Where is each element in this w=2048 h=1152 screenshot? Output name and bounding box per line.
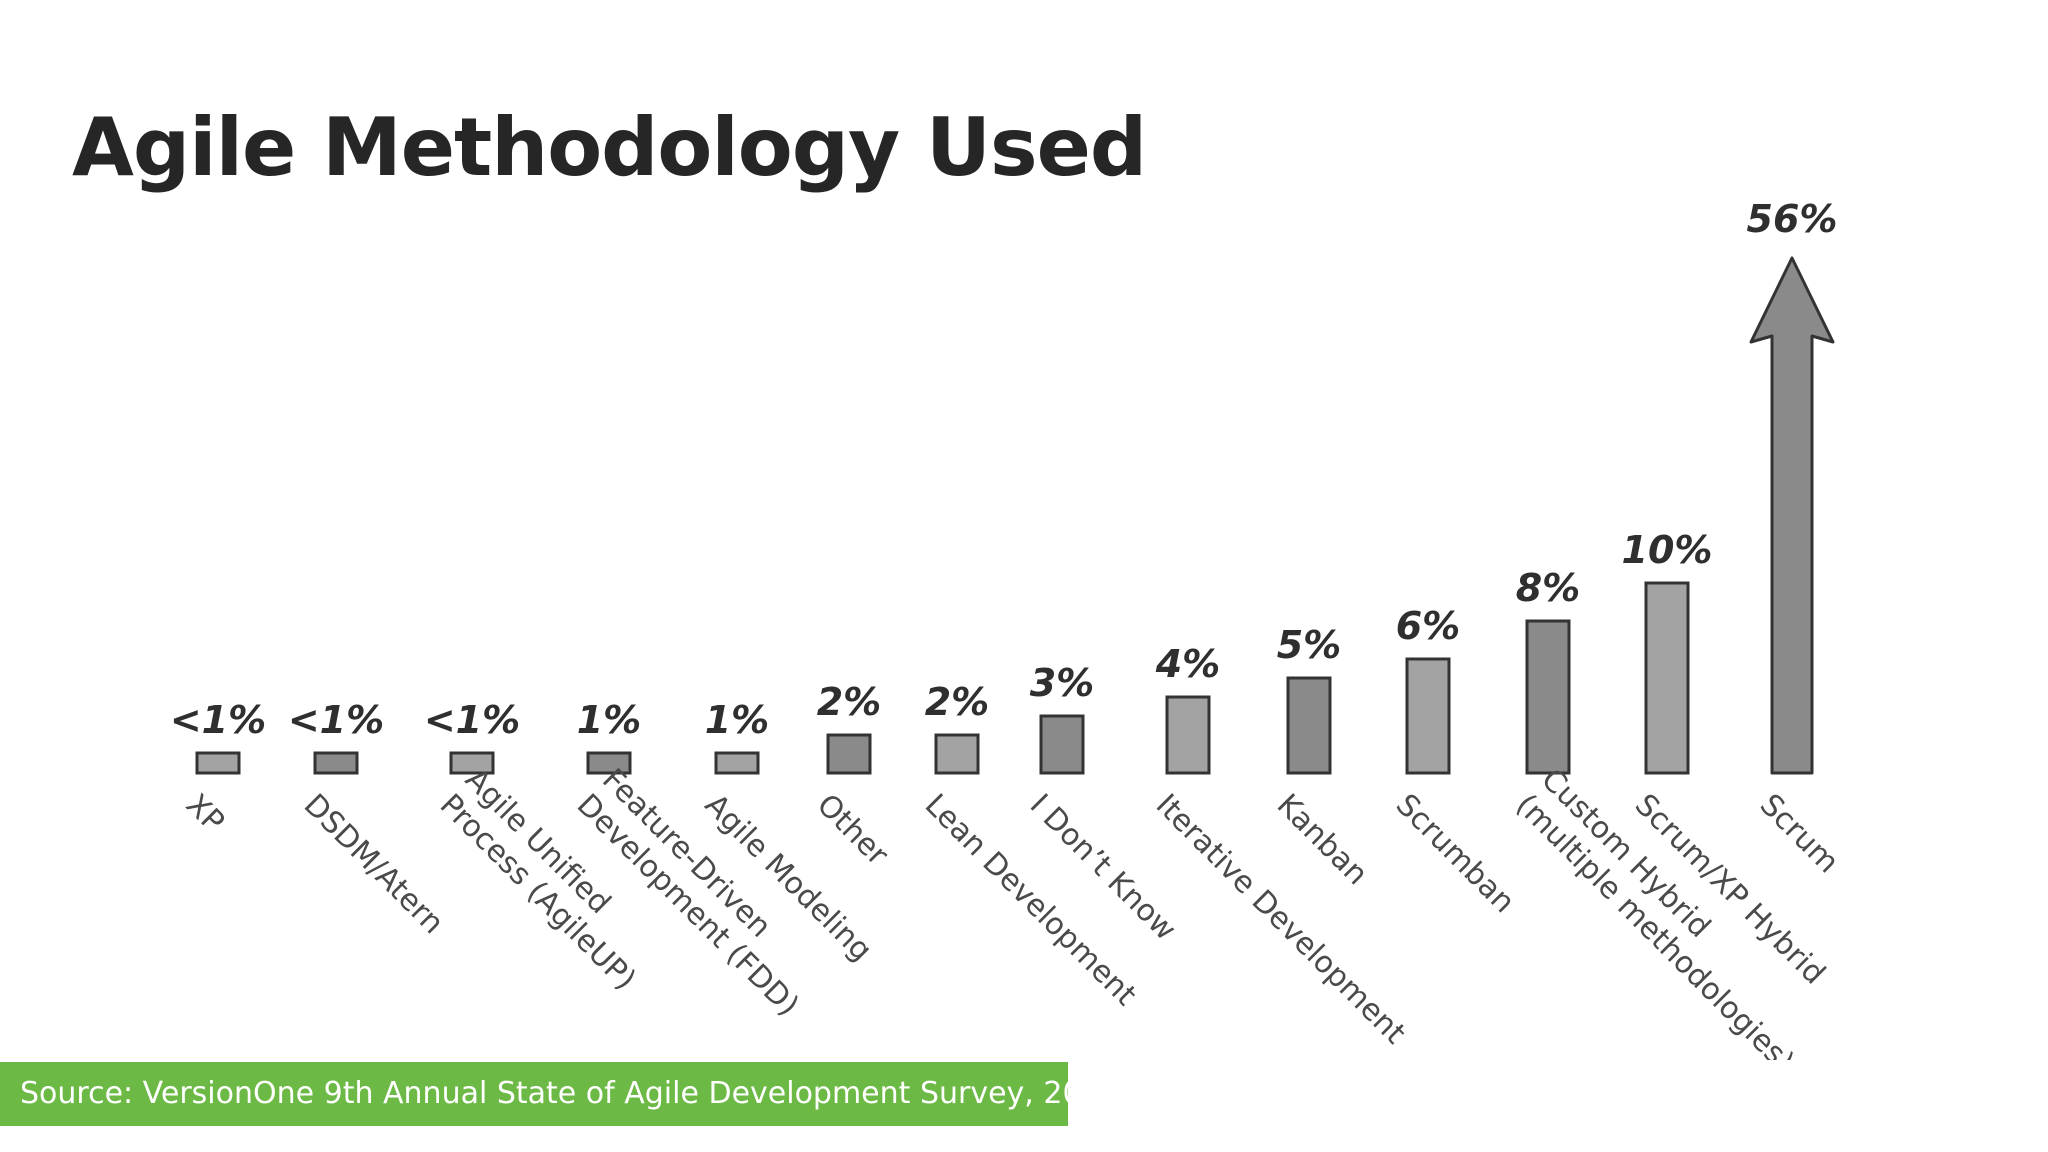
category-label-lean-development: Lean Development	[918, 787, 1143, 1012]
category-label-line: Scrumban	[1389, 787, 1522, 920]
source-banner: Source: VersionOne 9th Annual State of A…	[0, 1062, 1120, 1126]
value-label-agile-unified-process-agileup: <1%	[424, 698, 520, 742]
value-label-other: 2%	[817, 680, 882, 724]
value-label-custom-hybrid-multiple-methodologies: 8%	[1516, 566, 1581, 610]
category-label-line: Iterative Development	[1149, 787, 1413, 1051]
bar-scrum-arrow	[1749, 256, 1835, 775]
value-label-xp: <1%	[170, 698, 266, 742]
category-label-line: Lean Development	[918, 787, 1143, 1012]
value-label-feature-driven-development-fdd: 1%	[577, 698, 642, 742]
bar-agile-modeling	[714, 751, 760, 775]
category-label-kanban: Kanban	[1270, 787, 1375, 892]
category-label-line: Scrum	[1753, 787, 1846, 880]
value-label-kanban: 5%	[1277, 623, 1342, 667]
bars-layer	[195, 256, 1835, 775]
source-text: Source: VersionOne 9th Annual State of A…	[20, 1076, 1120, 1111]
bar-xp	[195, 751, 241, 775]
bar-dsdm-atern	[313, 751, 359, 775]
value-label-scrumban: 6%	[1396, 604, 1461, 648]
category-label-dsdm-atern: DSDM/Atern	[297, 787, 451, 941]
bar-feature-driven-development-fdd	[586, 751, 632, 775]
bar-agile-unified-process-agileup	[449, 751, 495, 775]
value-label-dsdm-atern: <1%	[288, 698, 384, 742]
bar-kanban	[1286, 676, 1332, 775]
value-label-scrum: 56%	[1747, 197, 1838, 241]
category-label-line: XP	[179, 787, 231, 839]
bar-lean-development	[934, 733, 980, 775]
value-labels-layer: <1% <1% <1% 1% 1% 2% 2% 3% 4% 5% 6% 8% 10% 56%	[170, 197, 1838, 742]
slide-title: Agile Methodology Used	[72, 101, 1147, 194]
bar-i-don-t-know	[1039, 714, 1085, 775]
bar-custom-hybrid-multiple-methodologies	[1525, 619, 1571, 775]
value-label-iterative-development: 4%	[1155, 642, 1221, 686]
bar-other	[826, 733, 872, 775]
bar-scrumban	[1405, 657, 1451, 775]
bar-iterative-development	[1165, 695, 1211, 775]
bar-scrum-xp-hybrid	[1644, 581, 1690, 775]
category-label-line: DSDM/Atern	[297, 787, 451, 941]
category-label-line: Other	[810, 787, 895, 872]
bar-chart: <1% <1% <1% 1% 1% 2% 2% 3% 4% 5% 6% 8% 10% 56% XP DSDM…	[170, 197, 1846, 1060]
value-label-i-don-t-know: 3%	[1030, 661, 1095, 705]
value-label-lean-development: 2%	[925, 680, 990, 724]
category-label-other: Other	[810, 787, 895, 872]
category-label-scrum: Scrum	[1753, 787, 1846, 880]
category-label-line: Kanban	[1270, 787, 1375, 892]
value-label-agile-modeling: 1%	[705, 698, 770, 742]
category-label-iterative-development: Iterative Development	[1149, 787, 1413, 1051]
value-label-scrum-xp-hybrid: 10%	[1622, 528, 1713, 572]
category-label-scrumban: Scrumban	[1389, 787, 1522, 920]
category-label-xp: XP	[179, 787, 231, 839]
